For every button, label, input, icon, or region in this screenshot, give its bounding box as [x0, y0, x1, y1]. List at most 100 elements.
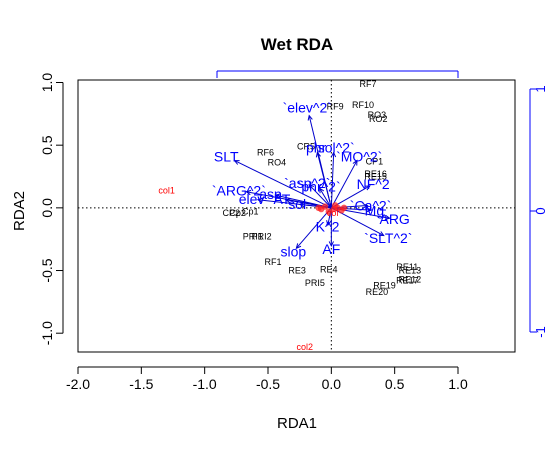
- y-tick-label: 0.0: [39, 198, 55, 218]
- biplot-arrowhead: [307, 114, 313, 121]
- site-label: RF10: [352, 100, 374, 110]
- biplot-arrow: [316, 152, 332, 208]
- biplot-arrowhead: [256, 197, 263, 203]
- biplot-arrow: [308, 184, 332, 209]
- biplot-vector-label: K^2: [316, 219, 340, 235]
- biplot-arrowhead: [366, 207, 373, 213]
- biplot-arrowhead: [295, 243, 302, 250]
- y-tick-label: -0.5: [39, 258, 55, 282]
- x-tick-label: -1.5: [129, 376, 153, 392]
- site-label: RE15: [364, 172, 387, 182]
- biplot-arrowhead: [364, 185, 371, 191]
- biplot-vector-label: SLT: [214, 148, 239, 164]
- biplot-arrow: [234, 160, 332, 209]
- biplot-arrowhead: [308, 183, 315, 190]
- site-label: RE13: [399, 266, 422, 276]
- site-label: RE17: [396, 276, 419, 286]
- site-label: RO4: [268, 158, 287, 168]
- biplot-arrow: [330, 160, 358, 209]
- site-label: RE20: [366, 287, 389, 297]
- site-label: RE16: [364, 169, 387, 179]
- site-label: Cp2: [229, 208, 246, 218]
- species-label: col: [327, 208, 339, 218]
- site-label: RE12: [399, 274, 422, 284]
- species-marker: [331, 202, 339, 209]
- biplot-vector-label: phr: [306, 140, 327, 156]
- biplot-vector-label: `phr^2`: [297, 179, 341, 195]
- site-label: CR5: [297, 141, 315, 151]
- site-label: RE11: [396, 262, 418, 272]
- right-tick-label: 0: [533, 207, 548, 214]
- biplot-arrowhead: [233, 160, 240, 165]
- right-axis: -1 0 1: [529, 85, 548, 338]
- site-label: PRI5: [305, 278, 325, 288]
- biplot-arrowhead: [384, 214, 391, 221]
- biplot-vector-label: `Ca^2`: [350, 197, 392, 213]
- top-axis: [216, 70, 459, 78]
- biplot-vector-label: NF^2: [357, 176, 390, 192]
- reference-lines: [78, 80, 515, 352]
- site-label: CP1: [366, 156, 384, 166]
- biplot-vector-label: sol: [288, 196, 306, 212]
- plot-frame: [77, 79, 516, 353]
- biplot-vector-label: slop: [280, 244, 306, 260]
- biplot-vector-label: `asp^2`: [284, 175, 330, 191]
- biplot-arrowhead: [352, 159, 358, 166]
- x-axis: -2.0 -1.5 -1.0 -0.5 0.0 0.5 1.0: [66, 366, 468, 392]
- biplot-arrowhead: [245, 189, 252, 196]
- y-tick-label: 0.5: [39, 135, 55, 155]
- biplot-arrowhead: [330, 151, 337, 158]
- species-labels: col1 col2 col: [158, 185, 348, 352]
- biplot-vector-label: `SLT^2`: [364, 230, 412, 246]
- biplot-arrow: [319, 187, 332, 209]
- x-tick-label: 0.0: [322, 376, 342, 392]
- biplot-arrowhead: [298, 202, 305, 208]
- x-tick-label: 0.5: [385, 376, 405, 392]
- chart-title: Wet RDA: [261, 35, 333, 54]
- species-label: col2: [296, 342, 313, 352]
- x-axis-label: RDA1: [277, 415, 317, 432]
- y-tick-label: -1.0: [39, 321, 55, 345]
- biplot-vector-label: `ARG^2`: [212, 182, 266, 198]
- species-marker: [315, 204, 322, 212]
- biplot-vector-label: elev: [239, 191, 265, 207]
- site-label: RE3: [288, 266, 306, 276]
- site-label: RF6: [257, 148, 274, 158]
- biplot-arrow: [330, 152, 335, 208]
- site-label: RF9: [327, 101, 344, 111]
- biplot-vector-label: AF: [322, 241, 340, 257]
- y-axis: -1.0 -0.5 0.0 0.5 1.0: [39, 73, 64, 345]
- biplot-vector-label: `elev^2`: [283, 100, 332, 116]
- species-marker: [325, 208, 332, 215]
- site-label: RE4: [320, 264, 338, 274]
- site-label: RF1: [265, 257, 282, 267]
- biplot-arrowhead: [315, 151, 321, 158]
- site-label: PRI2: [252, 232, 272, 242]
- biplot-vector-label: `sol^2`: [313, 140, 355, 156]
- biplot-vector-label: AT: [274, 191, 291, 207]
- site-label: PRI1: [243, 232, 263, 242]
- site-label: Cp1: [242, 207, 259, 217]
- y-tick-label: 1.0: [39, 73, 55, 93]
- site-label: CP2: [223, 208, 241, 218]
- biplot-arrowhead: [328, 241, 334, 248]
- biplot-arrow: [295, 207, 332, 249]
- site-label: RO3: [368, 110, 387, 120]
- x-tick-label: -0.5: [256, 376, 280, 392]
- site-label: RO2: [369, 114, 388, 124]
- right-tick-label: -1: [533, 326, 548, 338]
- species-marker: [321, 203, 329, 210]
- biplot-vector-label: Mg: [365, 202, 384, 218]
- site-label: RF7: [360, 79, 377, 89]
- biplot-arrowhead: [326, 220, 332, 227]
- biplot-vector-label: asp: [259, 186, 282, 202]
- biplot-arrowhead: [362, 203, 369, 209]
- x-tick-label: -2.0: [66, 376, 90, 392]
- y-axis-label: RDA2: [11, 191, 28, 231]
- biplot-arrowhead: [274, 193, 281, 199]
- biplot-vector-label: `MO^2`: [336, 148, 382, 164]
- species-marker: [340, 204, 348, 212]
